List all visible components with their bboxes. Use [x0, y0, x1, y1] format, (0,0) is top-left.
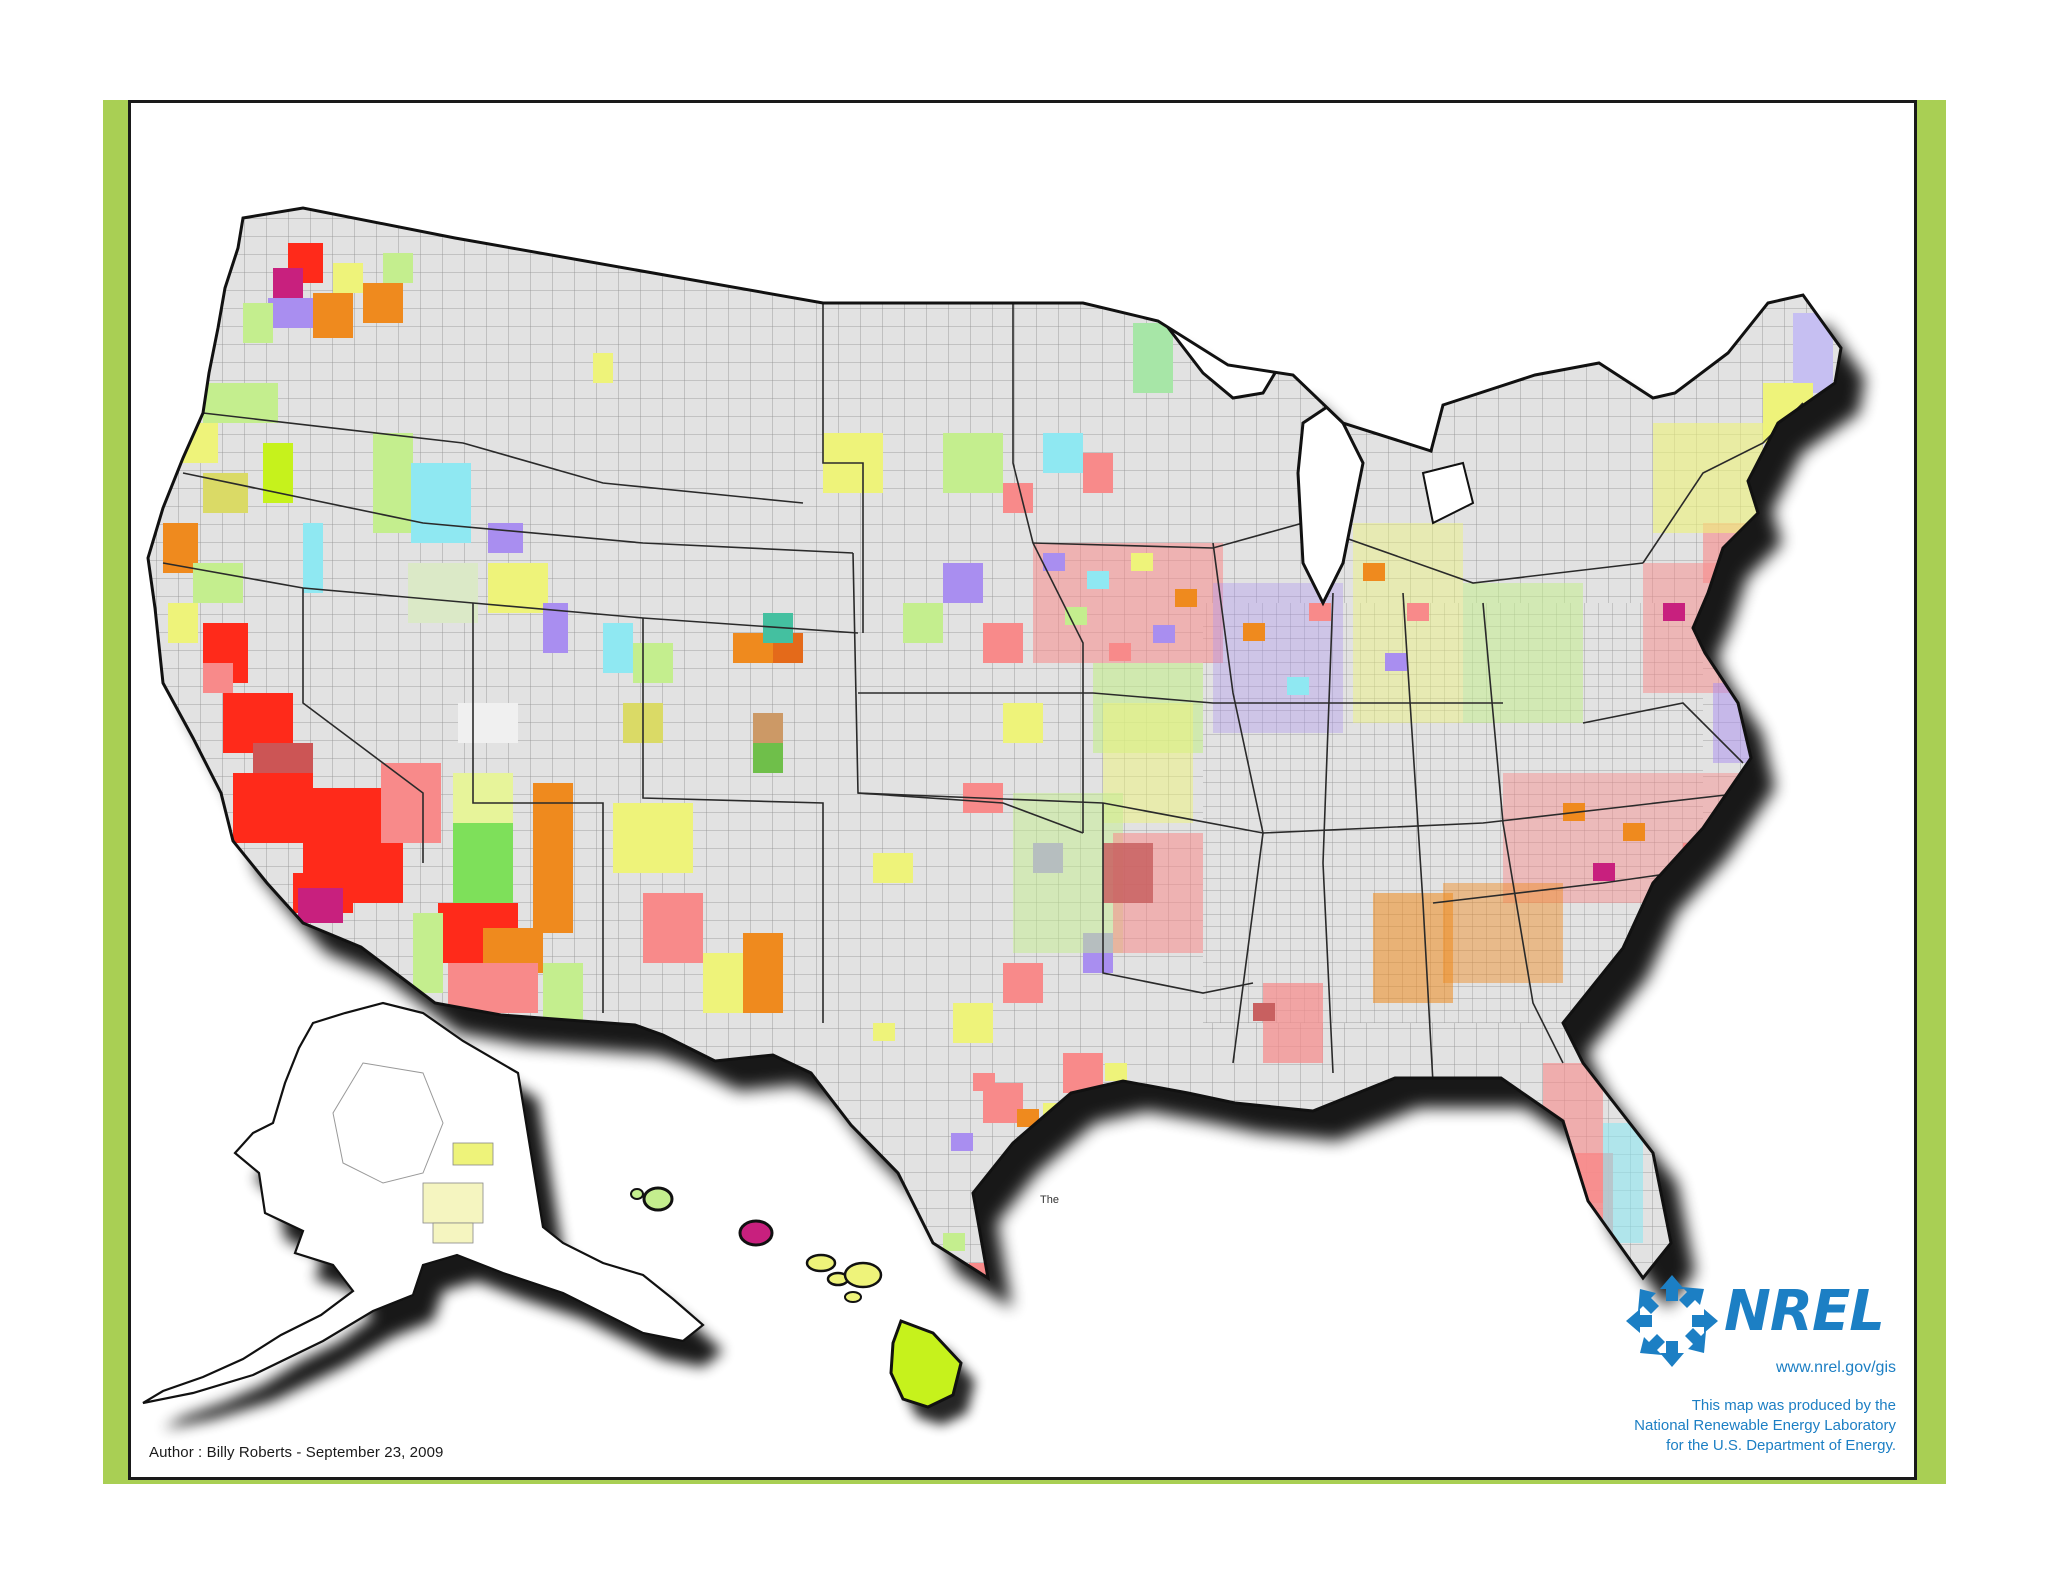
- stray-map-label: The: [1040, 1194, 1059, 1206]
- nrel-logo-block: NREL www.nrel.gov/gis This map was produ…: [1622, 1271, 1902, 1471]
- hawaii: [630, 1186, 975, 1425]
- credit-line-2: National Renewable Energy Laboratory: [1634, 1417, 1896, 1434]
- nrel-url[interactable]: www.nrel.gov/gis: [1775, 1359, 1896, 1376]
- credit-line-3: for the U.S. Department of Energy.: [1666, 1437, 1896, 1454]
- arizona-counties: [413, 773, 583, 1023]
- map-panel: The NREL www.nrel.gov/gis This map was p…: [128, 100, 1917, 1480]
- four-corners-counties: [613, 613, 803, 1013]
- author-credit: Author : Billy Roberts - September 23, 2…: [149, 1444, 444, 1461]
- alaska: [142, 1001, 723, 1429]
- nrel-wordmark: NREL: [1724, 1279, 1885, 1344]
- washington-counties: [243, 243, 413, 343]
- lake-huron: [1421, 461, 1475, 525]
- credit-line-1: This map was produced by the: [1691, 1397, 1896, 1414]
- midwest-counties: [1013, 523, 1583, 953]
- conus-map: [148, 208, 1841, 1278]
- nrel-arrows-logo-icon: [1626, 1275, 1718, 1367]
- california-counties: [163, 383, 441, 923]
- county-map: [142, 206, 1865, 1429]
